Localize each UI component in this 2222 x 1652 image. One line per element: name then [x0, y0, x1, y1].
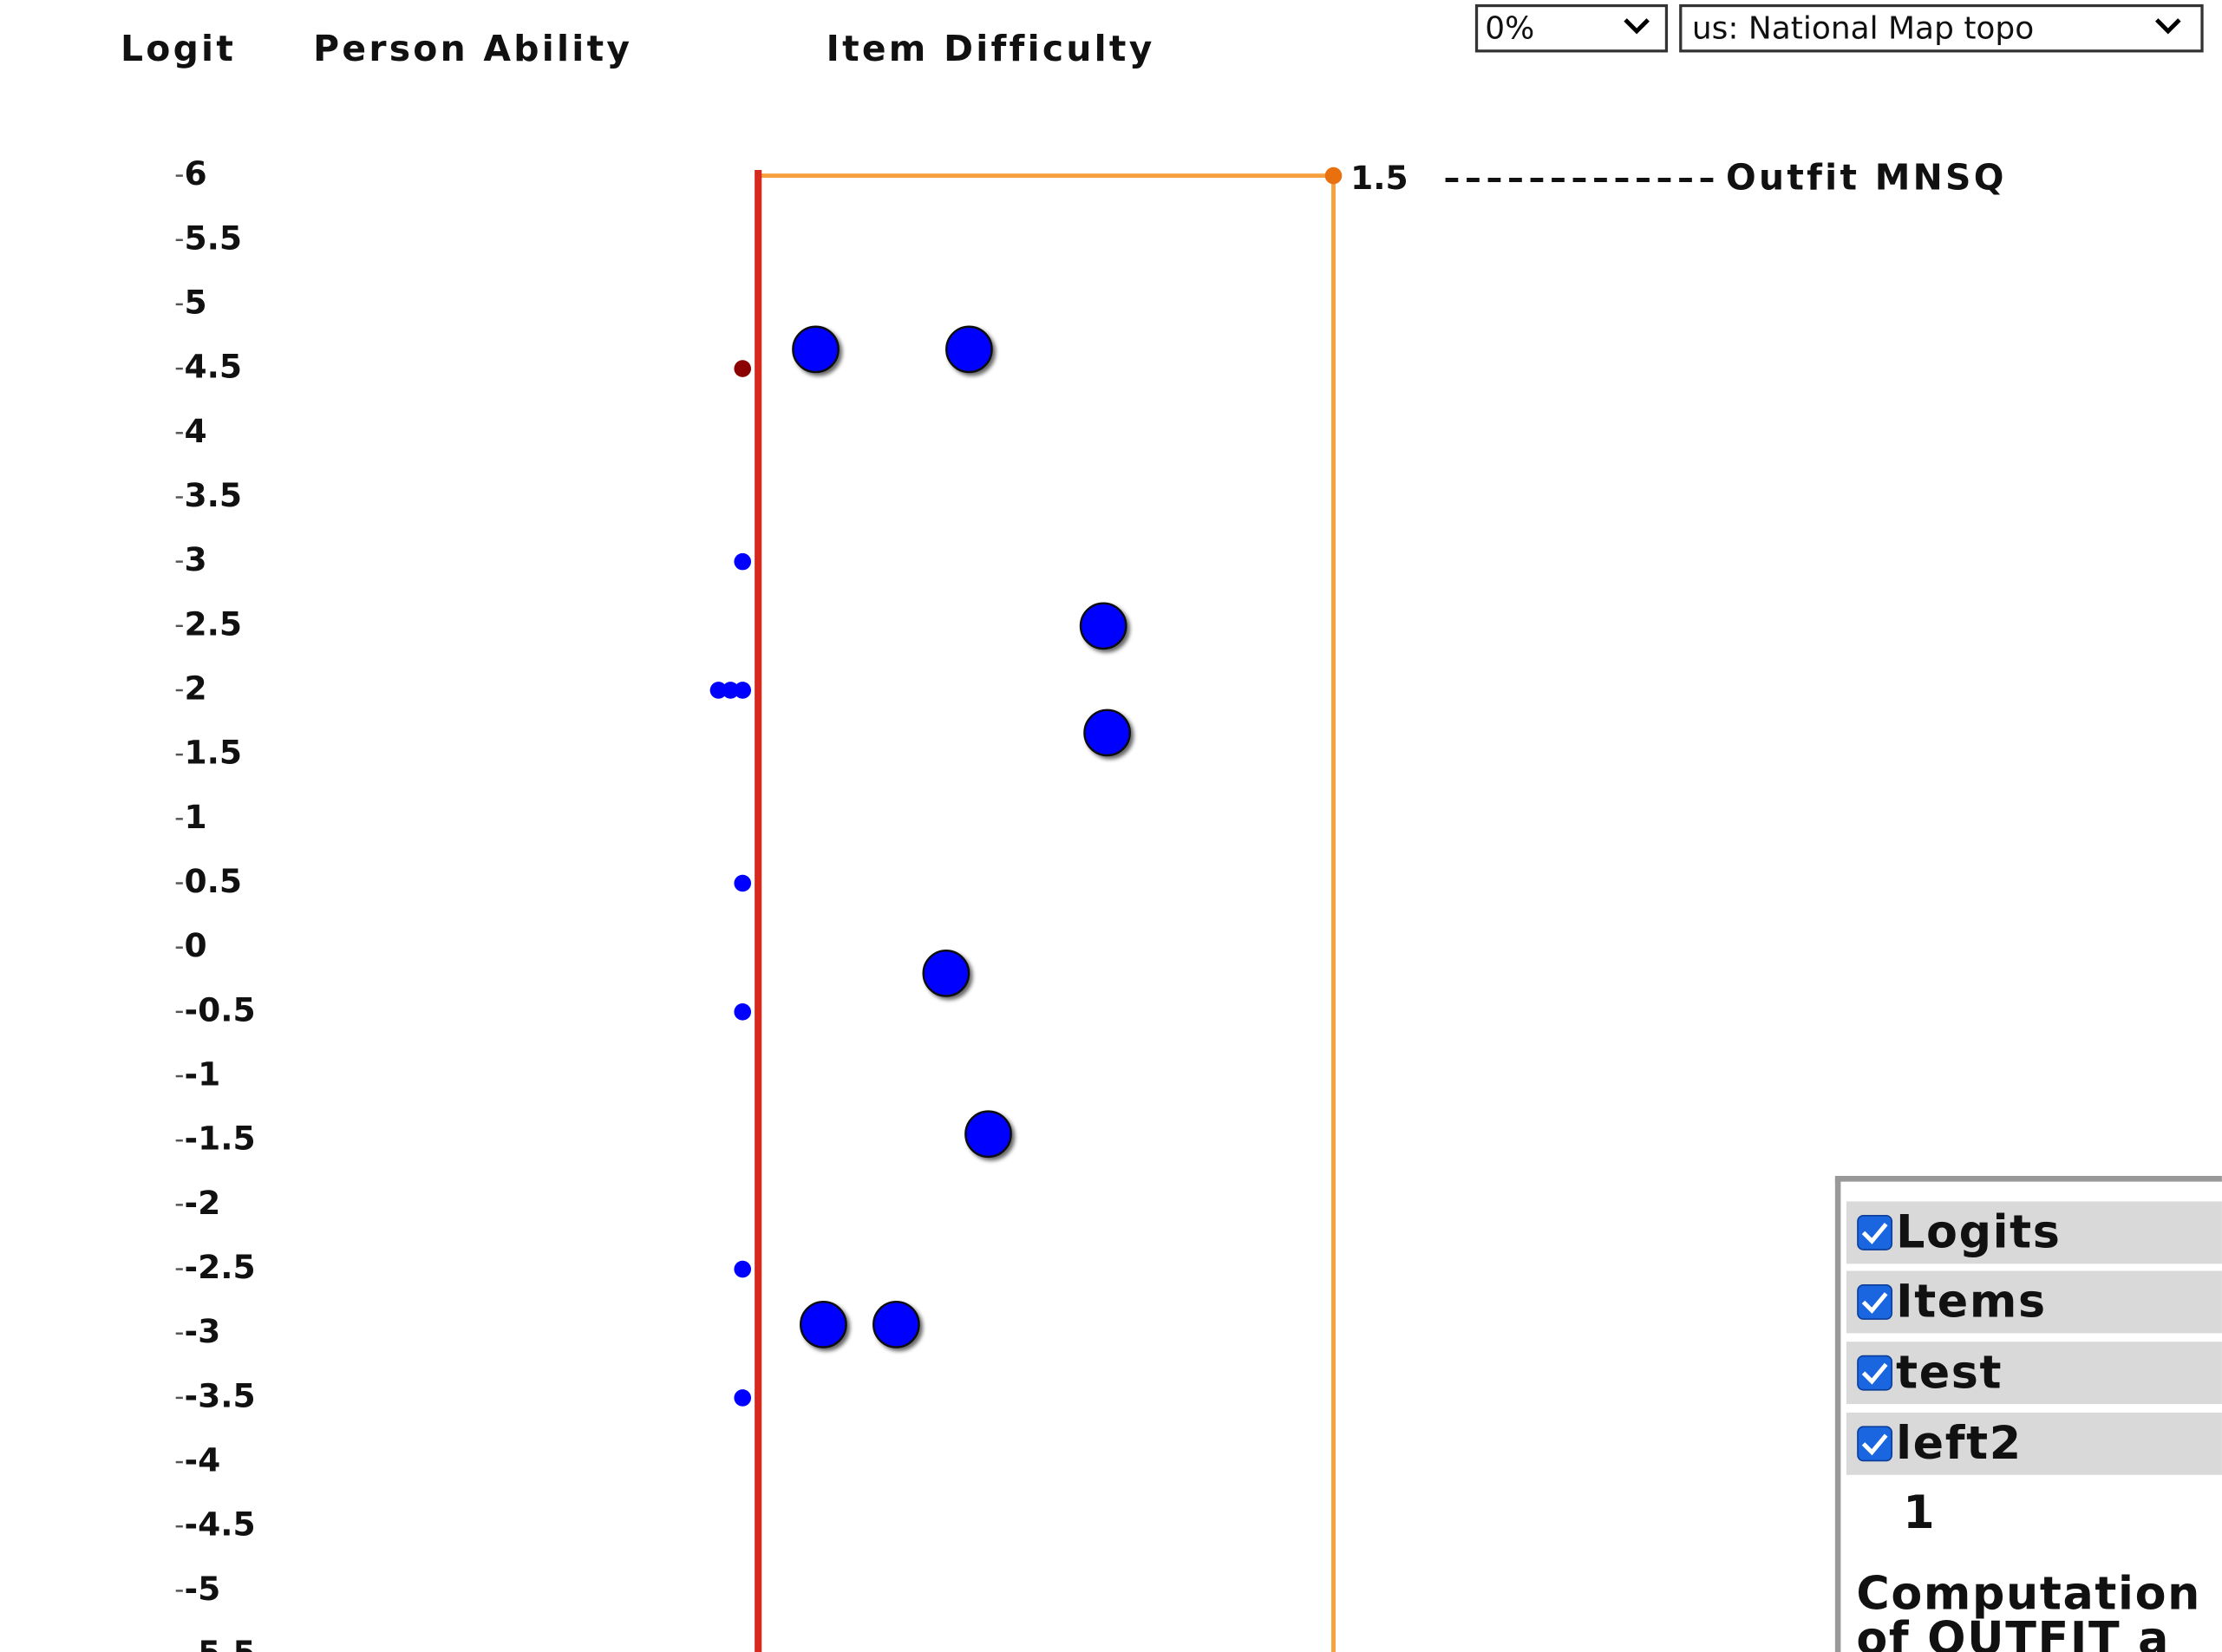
layer-label[interactable]: Logits	[1896, 1206, 2061, 1259]
layer-row	[1846, 1270, 2222, 1334]
y-tick-label: -5	[185, 1570, 221, 1608]
y-axis-title: Logit	[121, 28, 236, 69]
y-tick-label: -2.5	[185, 1248, 256, 1286]
column-title: Person Ability	[313, 28, 632, 69]
checkbox-check[interactable]	[1861, 1362, 1888, 1385]
item-point	[964, 1110, 1012, 1159]
panel-heading: Computation	[1856, 1567, 2201, 1620]
person-point	[734, 682, 752, 699]
x-axis-title: Outfit MNSQ	[1726, 156, 2007, 198]
layer-checkbox[interactable]	[1857, 1426, 1893, 1462]
layer-count: 1	[1903, 1486, 1936, 1539]
panel-heading: of OUTFIT a	[1856, 1613, 2170, 1652]
checkbox-box[interactable]	[1857, 1426, 1893, 1462]
y-tick-label: -5.5	[185, 1634, 256, 1652]
y-tick-label: 1.5	[185, 734, 243, 772]
opacity-select[interactable]: 0%	[1474, 3, 1669, 53]
item-point	[799, 1300, 847, 1348]
item-point	[872, 1300, 920, 1348]
y-tick-label: 5.5	[185, 219, 243, 257]
y-tick-label: 2	[185, 669, 207, 707]
person-point	[734, 1389, 752, 1407]
checkbox-box[interactable]	[1857, 1355, 1893, 1391]
y-tick-label: 3	[185, 540, 207, 578]
layer-label[interactable]: Items	[1896, 1276, 2047, 1329]
y-tick-label: 5	[185, 283, 207, 321]
person-point	[734, 360, 752, 377]
y-tick-label: -0.5	[185, 990, 256, 1028]
person-point	[734, 552, 752, 571]
y-tick-label: 0	[185, 926, 207, 964]
layer-row	[1846, 1342, 2222, 1405]
y-tick-label: -3.5	[185, 1376, 256, 1414]
layer-label[interactable]: test	[1896, 1346, 2003, 1399]
item-point	[945, 325, 993, 374]
item-point	[1083, 708, 1131, 757]
checkbox-check[interactable]	[1861, 1223, 1888, 1244]
x-tick-label: 1.5	[1350, 159, 1408, 197]
y-tick-label: 4.5	[185, 348, 243, 386]
y-tick-label: -1.5	[185, 1120, 256, 1158]
select-box[interactable]	[1679, 3, 2204, 53]
person-point	[734, 874, 752, 892]
layer-checkbox[interactable]	[1857, 1355, 1893, 1391]
item-point	[792, 325, 840, 374]
person-point	[709, 682, 728, 699]
checkbox-box[interactable]	[1857, 1284, 1893, 1320]
y-tick-label: -4.5	[185, 1505, 256, 1544]
layer-row	[1846, 1412, 2222, 1475]
person-point	[722, 682, 740, 699]
y-tick-label: 4	[185, 412, 207, 450]
y-tick-label: 6	[185, 154, 207, 193]
checkbox-box[interactable]	[1857, 1214, 1893, 1250]
y-tick-label: 3.5	[185, 476, 243, 514]
y-tick-label: 2.5	[185, 604, 243, 643]
item-point	[922, 949, 970, 997]
y-tick-label: -1	[185, 1055, 221, 1094]
column-title: Item Difficulty	[827, 28, 1155, 69]
y-tick-label: 1	[185, 798, 207, 836]
y-tick-label: 0.5	[185, 862, 243, 900]
layer-checkbox[interactable]	[1857, 1214, 1893, 1250]
person-point	[734, 1260, 752, 1278]
y-tick-label: -3	[185, 1312, 221, 1350]
x-tick	[1324, 167, 1343, 185]
y-tick-label: -4	[185, 1441, 221, 1479]
select-value[interactable]: us: National Map topo	[1692, 10, 2034, 46]
checkbox-check[interactable]	[1861, 1292, 1888, 1314]
layer-row	[1846, 1201, 2222, 1264]
item-point	[1079, 602, 1127, 650]
layer-checkbox[interactable]	[1857, 1284, 1893, 1320]
chevron[interactable]	[2155, 18, 2181, 35]
basemap-select[interactable]: us: National Map topo	[1679, 3, 2204, 53]
y-tick-label: -2	[185, 1184, 221, 1222]
checkbox-check[interactable]	[1861, 1433, 1888, 1456]
person-point	[734, 1003, 752, 1021]
layer-label[interactable]: left2	[1896, 1417, 2023, 1470]
select-value[interactable]: 0%	[1485, 10, 1534, 46]
chevron[interactable]	[1624, 18, 1650, 35]
